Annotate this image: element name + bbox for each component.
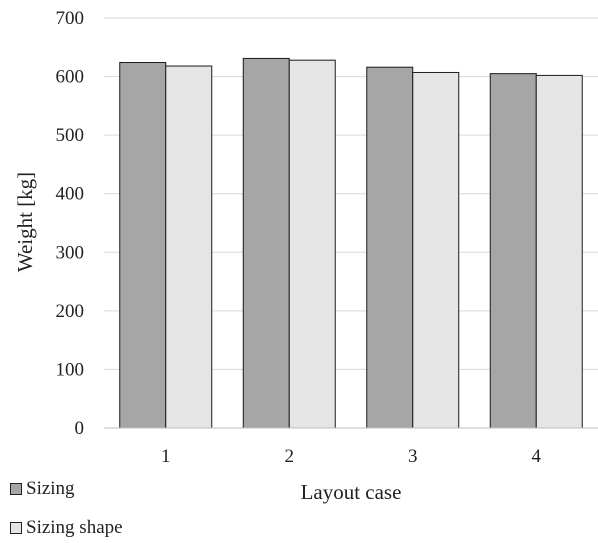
x-axis-title: Layout case (301, 480, 402, 504)
x-tick-label: 1 (161, 446, 171, 467)
x-tick-labels: 1 2 3 4 (161, 446, 542, 467)
bar-sizing-4 (489, 73, 537, 429)
y-axis-title: Weight [kg] (13, 172, 37, 272)
x-tick-label: 2 (285, 446, 295, 467)
legend-item-sizing: Sizing (10, 478, 75, 500)
x-tick-label: 4 (532, 446, 542, 467)
bars (119, 57, 583, 429)
legend-swatch-sizing (10, 483, 22, 495)
x-tick-label: 3 (408, 446, 418, 467)
bar-sizing-shape-2 (288, 59, 336, 429)
y-tick-label: 200 (56, 301, 85, 322)
y-tick-label: 300 (56, 242, 85, 263)
y-tick-labels: 0 100 200 300 400 500 600 700 (56, 8, 85, 439)
bar-sizing-shape-1 (165, 65, 213, 429)
legend-swatch-sizing-shape (10, 522, 22, 534)
y-tick-label: 400 (56, 184, 85, 205)
legend-label-sizing-shape: Sizing shape (26, 517, 123, 538)
y-tick-label: 0 (75, 418, 85, 439)
bar-sizing-shape-4 (535, 74, 583, 429)
y-tick-label: 100 (56, 359, 85, 380)
bar-sizing-2 (242, 57, 290, 429)
legend-label-sizing: Sizing (26, 478, 75, 499)
bar-sizing-1 (119, 62, 167, 429)
bar-sizing-shape-3 (412, 71, 460, 429)
y-tick-label: 600 (56, 67, 85, 88)
y-tick-label: 500 (56, 125, 85, 146)
y-tick-label: 700 (56, 8, 85, 29)
bar-sizing-3 (366, 66, 414, 429)
legend-item-sizing-shape: Sizing shape (10, 517, 123, 539)
